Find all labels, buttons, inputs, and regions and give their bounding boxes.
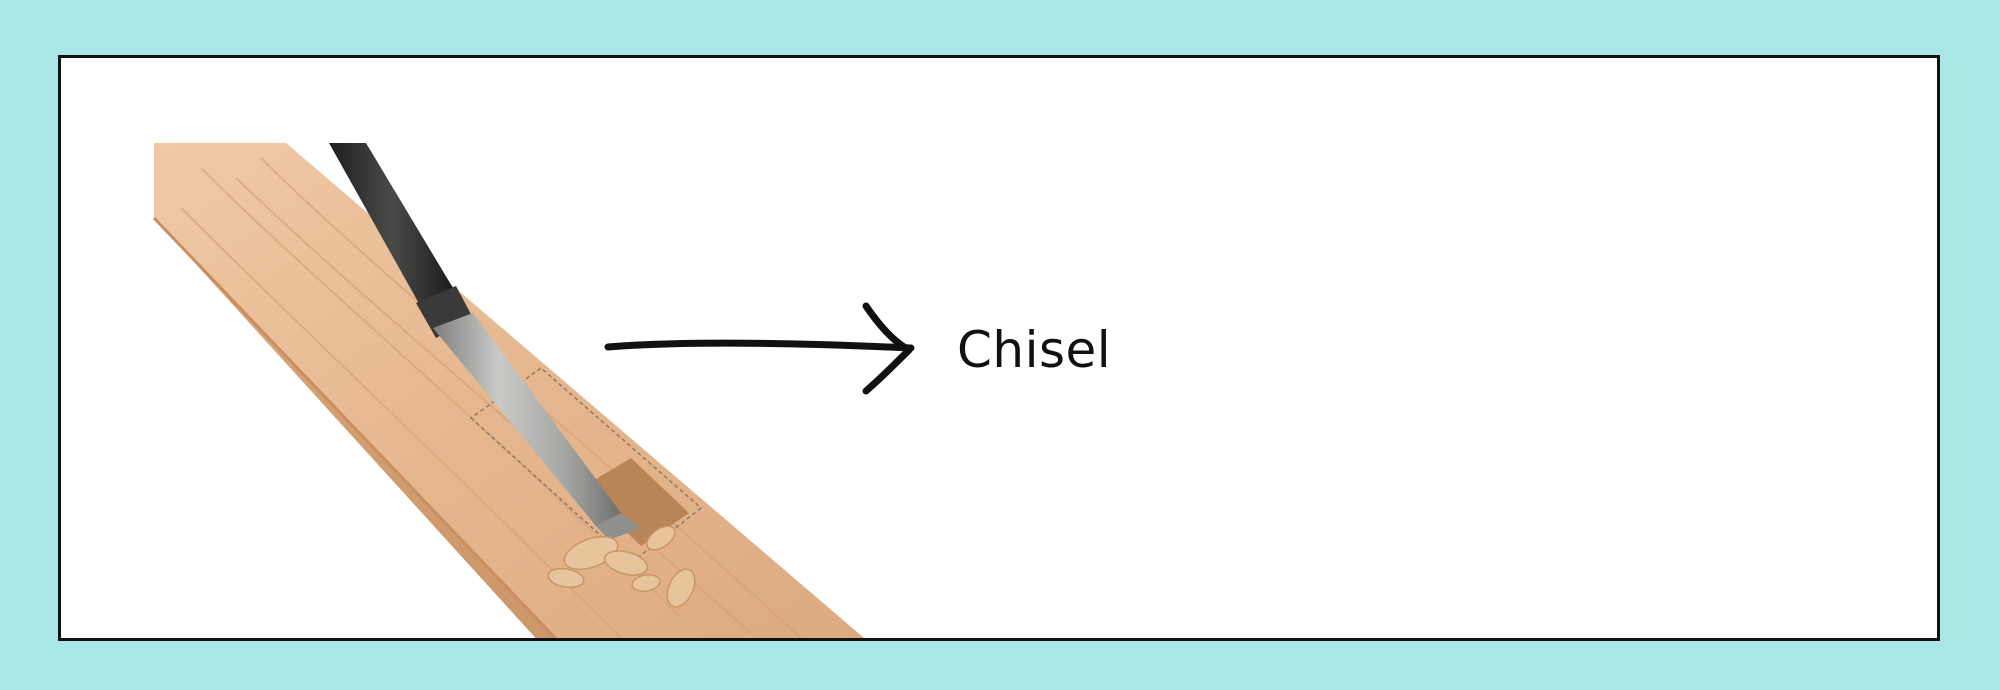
chisel-photo: [152, 143, 864, 638]
diagram-card: Chisel: [58, 55, 1940, 641]
chisel-label: Chisel: [957, 321, 1112, 379]
arrow-right-icon: [604, 302, 915, 395]
